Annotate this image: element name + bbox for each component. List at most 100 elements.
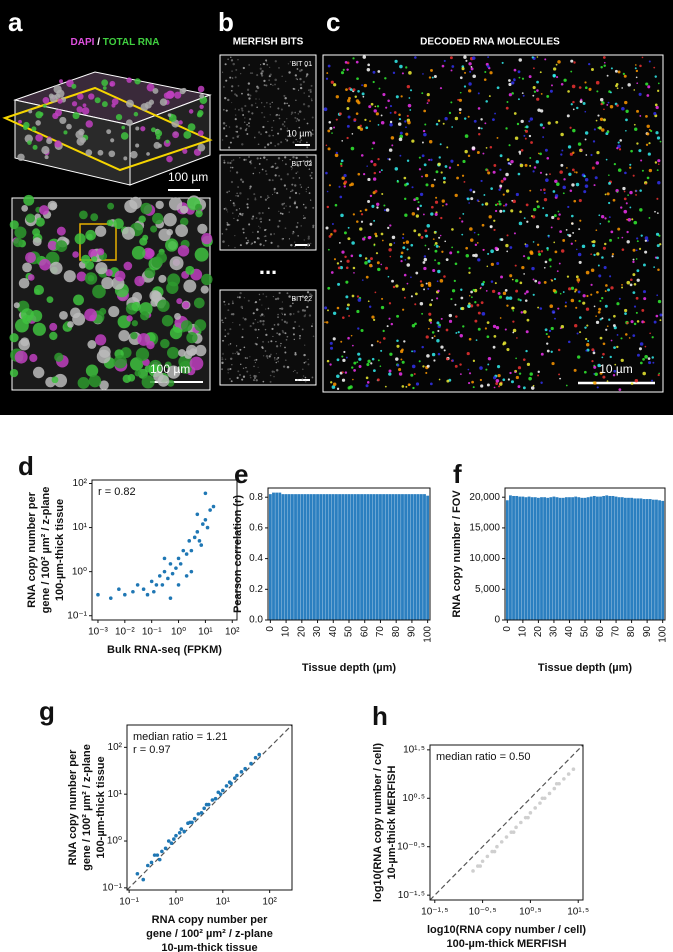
texture-dot [258, 172, 261, 174]
texture-dot [141, 375, 155, 389]
texture-dot [610, 286, 614, 290]
texture-dot [359, 127, 364, 131]
texture-dot [81, 254, 91, 264]
bar [369, 494, 373, 620]
texture-dot [258, 225, 260, 227]
texture-dot [292, 302, 294, 305]
texture-dot [413, 198, 416, 202]
texture-dot [404, 120, 407, 123]
y-axis-label: 10-µm-thick MERFISH [386, 765, 398, 879]
texture-dot [621, 283, 623, 286]
texture-dot [264, 350, 267, 352]
texture-dot [601, 215, 605, 219]
texture-dot [195, 209, 203, 218]
texture-dot [363, 236, 366, 239]
x-tick-label: 50 [344, 626, 355, 638]
y-tick-label: 10⁰·⁵ [402, 793, 425, 804]
texture-dot [362, 55, 367, 59]
texture-dot [480, 179, 483, 183]
texture-dot [621, 87, 623, 89]
texture-dot [268, 66, 271, 68]
texture-dot [405, 240, 410, 244]
texture-dot [249, 376, 252, 379]
texture-dot [140, 311, 150, 321]
texture-dot [352, 266, 356, 270]
texture-dot [41, 146, 50, 155]
bar [512, 495, 515, 620]
texture-dot [465, 253, 470, 258]
texture-dot [557, 307, 560, 310]
texture-dot [583, 175, 586, 178]
texture-dot [367, 359, 371, 363]
bar [561, 497, 565, 620]
texture-dot [504, 328, 507, 331]
texture-dot [635, 69, 639, 73]
texture-dot [550, 226, 553, 229]
texture-dot [431, 352, 436, 357]
texture-dot [464, 71, 467, 74]
texture-dot [312, 206, 315, 209]
texture-dot [237, 352, 240, 356]
texture-dot [508, 93, 512, 97]
texture-dot [524, 292, 527, 295]
texture-dot [407, 383, 411, 387]
texture-dot [294, 353, 297, 356]
texture-dot [338, 185, 341, 188]
texture-dot [330, 271, 334, 274]
bar [586, 497, 590, 620]
texture-dot [545, 213, 549, 217]
texture-dot [651, 336, 654, 339]
texture-dot [621, 286, 624, 289]
texture-dot [254, 328, 257, 331]
panel-letter: a [8, 7, 23, 37]
texture-dot [406, 114, 409, 118]
texture-dot [293, 338, 295, 341]
texture-dot [304, 380, 307, 383]
texture-dot [438, 323, 441, 327]
texture-dot [283, 320, 287, 323]
texture-dot [245, 237, 247, 239]
texture-dot [358, 365, 362, 368]
texture-dot [437, 269, 441, 274]
texture-dot [340, 213, 344, 218]
bar [319, 494, 323, 620]
texture-dot [444, 165, 448, 168]
texture-dot [135, 347, 150, 361]
texture-dot [529, 117, 534, 121]
texture-dot [521, 77, 525, 80]
point [199, 543, 204, 547]
texture-dot [102, 86, 107, 90]
texture-dot [289, 313, 292, 316]
texture-dot [414, 322, 417, 326]
texture-dot [643, 297, 647, 301]
texture-dot [372, 369, 376, 373]
texture-dot [295, 225, 299, 229]
texture-dot [87, 340, 97, 349]
texture-dot [376, 340, 379, 343]
y-axis-label: 100-µm-thick tissue [95, 756, 107, 858]
texture-dot [543, 188, 546, 192]
texture-dot [407, 103, 412, 108]
texture-dot [434, 212, 438, 216]
texture-dot [343, 185, 346, 188]
texture-dot [437, 289, 440, 293]
texture-dot [249, 72, 252, 75]
texture-dot [409, 89, 413, 92]
point [480, 859, 485, 864]
texture-dot [255, 217, 258, 220]
texture-dot [554, 250, 558, 254]
texture-dot [35, 120, 41, 126]
texture-dot [618, 388, 622, 391]
texture-dot [459, 91, 462, 94]
y-tick-label: 10² [73, 478, 88, 489]
texture-dot [54, 140, 62, 148]
texture-dot [254, 197, 257, 199]
texture-dot [529, 164, 532, 167]
texture-dot [593, 305, 596, 308]
texture-dot [621, 236, 624, 239]
texture-dot [392, 71, 396, 75]
texture-dot [635, 296, 639, 300]
texture-dot [521, 266, 525, 270]
texture-dot [389, 122, 393, 127]
texture-dot [459, 373, 462, 375]
